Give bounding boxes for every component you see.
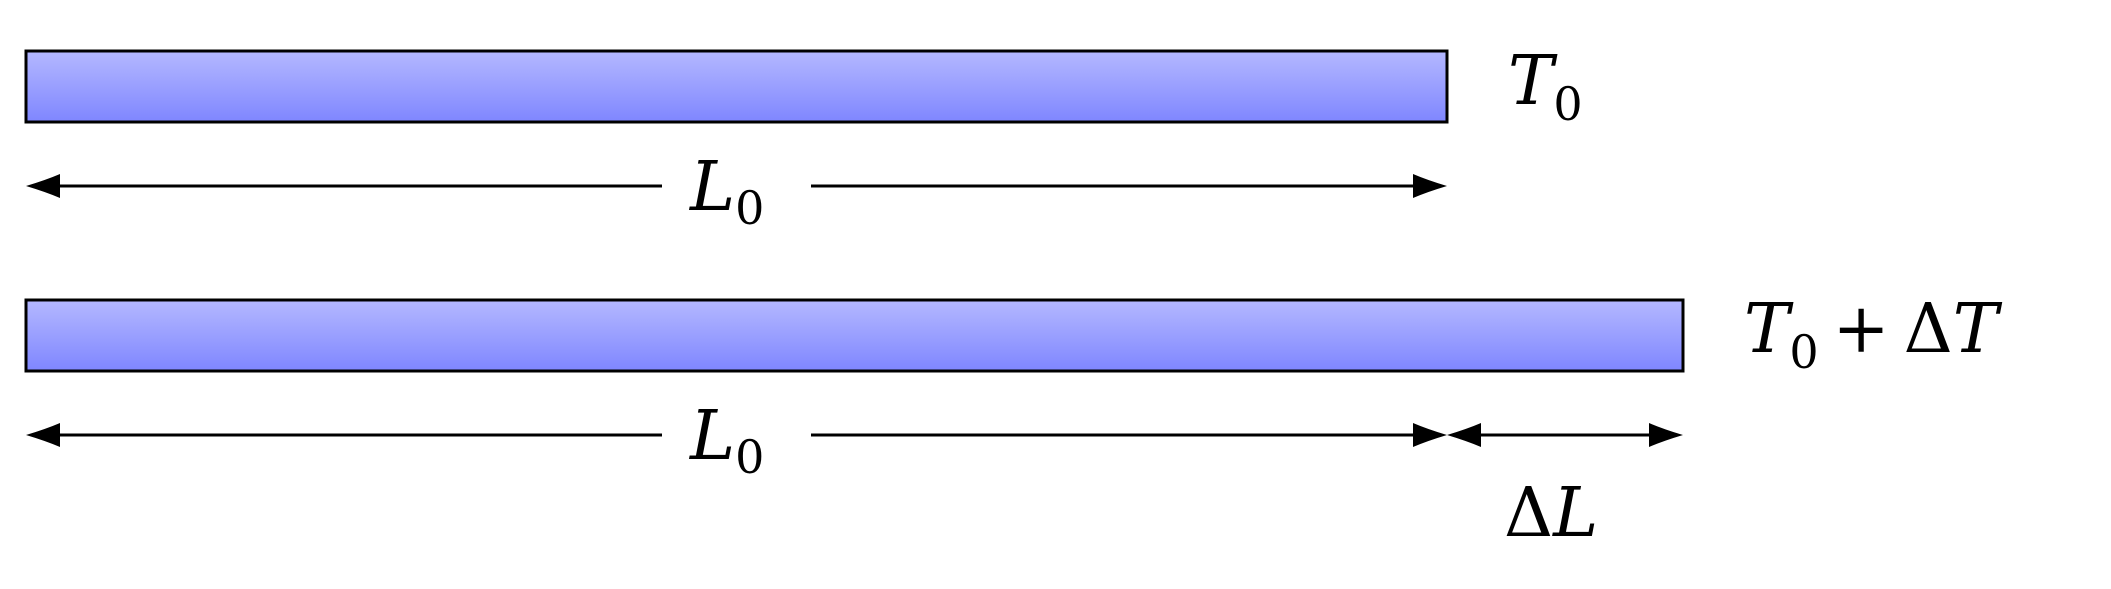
top-length-arrow-right: [1413, 174, 1447, 198]
top-length-dimension: L0: [26, 148, 1447, 235]
top-rod: [24, 49, 1449, 124]
length-subscript: 0: [735, 430, 764, 484]
bottom-rod-temperature-label: T0 + ΔT: [1744, 290, 2003, 379]
bottom-length-label: L0: [688, 397, 764, 484]
extension-arrow-right: [1649, 423, 1683, 447]
extension-dimension: ΔL: [1447, 423, 1683, 553]
temperature-symbol: T: [1744, 290, 1794, 369]
temperature-subscript: 0: [1789, 325, 1818, 379]
length-subscript: 0: [735, 181, 764, 235]
bottom-length-dimension: L0: [26, 397, 1447, 484]
top-length-arrow-left: [26, 174, 60, 198]
length-symbol: L: [688, 148, 735, 227]
extension-label: ΔL: [1504, 474, 1598, 553]
top-length-label: L0: [688, 148, 764, 235]
top-rod-temperature-label: T0: [1508, 42, 1583, 131]
bottom-length-arrow-right: [1413, 423, 1447, 447]
bottom-length-arrow-left: [26, 423, 60, 447]
length-symbol: L: [1551, 474, 1598, 553]
delta-symbol: Δ: [1504, 474, 1553, 553]
length-symbol: L: [688, 397, 735, 476]
temperature-subscript: 0: [1553, 77, 1582, 131]
top-rod-group: T0 L0: [24, 42, 1583, 235]
temperature-symbol: T: [1508, 42, 1558, 121]
bottom-rod: [24, 298, 1685, 373]
delta-symbol: Δ: [1904, 290, 1953, 369]
temperature-change-symbol: T: [1953, 290, 2003, 369]
extension-arrow-left: [1447, 423, 1481, 447]
plus-sign: +: [1833, 290, 1890, 369]
bottom-rod-group: T0 + ΔT L0 ΔL: [24, 290, 2003, 553]
